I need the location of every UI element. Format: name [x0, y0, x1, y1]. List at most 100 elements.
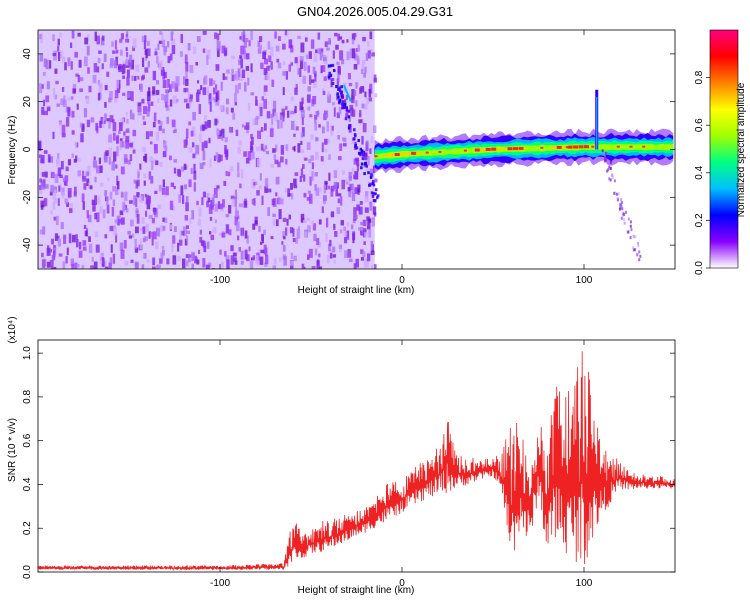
feature-scattered-tail — [619, 203, 622, 207]
feature-diagonal-streak — [328, 71, 331, 75]
noise-cell — [99, 182, 104, 187]
noise-cell — [56, 103, 60, 107]
noise-cell — [329, 252, 333, 259]
noise-cell — [365, 191, 369, 198]
noise-cell — [139, 83, 144, 92]
noise-cell — [237, 146, 241, 154]
noise-cell — [162, 179, 165, 188]
noise-cell — [202, 150, 206, 161]
noise-cell — [354, 214, 358, 220]
noise-cell — [303, 266, 306, 269]
noise-cell — [280, 145, 284, 155]
feature-diagonal-streak — [329, 64, 333, 68]
noise-cell — [77, 32, 81, 37]
noise-cell — [69, 202, 73, 213]
noise-cell — [208, 137, 211, 144]
noise-cell — [39, 178, 43, 183]
noise-cell — [307, 225, 311, 233]
noise-cell — [272, 218, 276, 226]
noise-cell — [169, 200, 174, 210]
noise-cell — [307, 254, 310, 260]
noise-cell — [144, 193, 147, 198]
noise-cell — [172, 95, 177, 104]
noise-cell — [235, 221, 240, 232]
noise-cell — [315, 137, 319, 141]
feature-diagonal-streak — [343, 102, 347, 106]
noise-cell — [166, 116, 170, 124]
noise-cell — [208, 99, 212, 105]
noise-cell — [315, 187, 320, 196]
noise-cell — [104, 266, 109, 269]
noise-cell — [71, 234, 76, 243]
noise-cell — [126, 128, 130, 133]
noise-cell — [355, 157, 360, 161]
noise-cell — [206, 241, 210, 249]
noise-cell — [225, 213, 230, 218]
noise-cell — [157, 119, 161, 124]
noise-cell — [103, 260, 107, 267]
noise-cell — [65, 166, 69, 172]
colorbar-tick-label: 0.0 — [694, 261, 705, 275]
noise-cell — [158, 125, 162, 131]
noise-cell — [57, 198, 60, 206]
noise-cell — [38, 185, 42, 191]
noise-cell — [137, 75, 140, 80]
feature-diagonal-streak — [340, 85, 343, 89]
noise-cell — [241, 69, 246, 79]
noise-cell — [71, 130, 75, 135]
noise-cell — [266, 65, 270, 71]
noise-cell — [171, 38, 176, 45]
noise-cell — [133, 195, 136, 206]
noise-cell — [277, 62, 282, 69]
noise-cell — [129, 109, 133, 120]
noise-cell — [277, 36, 281, 41]
feature-diagonal-streak — [331, 63, 335, 67]
feature-diagonal-streak — [344, 117, 348, 121]
noise-cell — [83, 225, 87, 229]
colorbar-ticks: 0.0 0.2 0.4 0.6 0.8 — [694, 70, 710, 275]
noise-cell — [221, 128, 225, 138]
x-tick-label: 0 — [399, 578, 405, 589]
noise-cell — [186, 103, 190, 109]
noise-cell — [116, 175, 119, 186]
noise-cell — [234, 102, 238, 106]
noise-cell — [43, 198, 48, 207]
noise-cell — [253, 182, 256, 186]
noise-cell — [321, 142, 324, 153]
feature-diagonal-streak — [371, 180, 375, 184]
noise-cell — [297, 35, 302, 39]
noise-cell — [335, 44, 339, 50]
noise-cell — [366, 219, 371, 230]
noise-cell — [163, 71, 167, 79]
noise-cell — [199, 162, 204, 170]
noise-cell — [245, 122, 250, 130]
noise-cell — [68, 208, 73, 214]
noise-cell — [328, 154, 331, 160]
noise-cell — [222, 73, 225, 81]
noise-cell — [192, 46, 197, 54]
noise-cell — [268, 55, 272, 63]
noise-cell — [299, 59, 304, 70]
spectral-peak — [567, 145, 573, 149]
feature-diagonal-streak — [376, 196, 379, 200]
noise-cell — [146, 108, 150, 117]
noise-cell — [121, 141, 125, 148]
noise-cell — [163, 50, 167, 56]
noise-cell — [359, 87, 362, 94]
noise-cell — [280, 198, 284, 205]
noise-cell — [82, 201, 85, 210]
noise-cell — [366, 253, 371, 262]
noise-cell — [152, 158, 157, 165]
noise-cell — [312, 223, 317, 231]
noise-cell — [363, 103, 368, 110]
noise-cell — [197, 218, 201, 226]
noise-cell — [234, 189, 238, 199]
noise-cell — [319, 187, 322, 193]
noise-cell — [232, 112, 236, 120]
noise-cell — [57, 153, 60, 161]
noise-cell — [310, 155, 314, 161]
noise-cell — [224, 76, 228, 80]
noise-cell — [331, 102, 336, 106]
noise-cell — [187, 43, 191, 51]
noise-cell — [268, 65, 272, 69]
